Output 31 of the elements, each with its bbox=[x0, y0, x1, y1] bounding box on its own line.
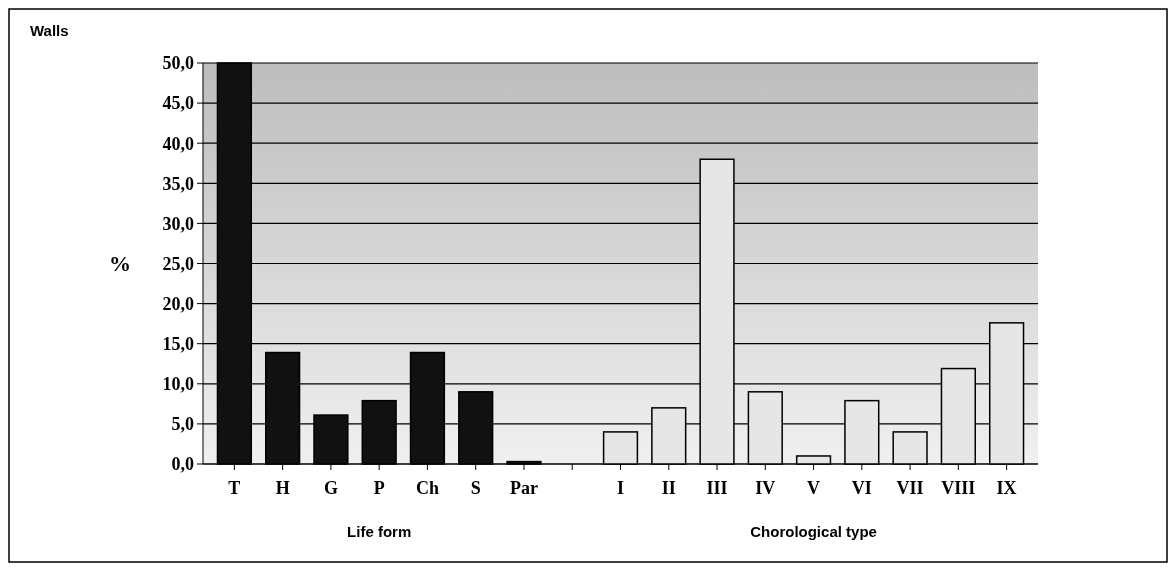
x-tick-label: H bbox=[275, 478, 290, 498]
y-tick-label: 50,0 bbox=[162, 53, 194, 74]
x-tick-label: T bbox=[228, 478, 241, 498]
x-tick-label: IX bbox=[996, 478, 1017, 498]
x-tick-label: IV bbox=[755, 478, 776, 498]
text: Life form bbox=[347, 523, 412, 540]
y-tick-label: 15,0 bbox=[162, 334, 194, 354]
text: Walls bbox=[30, 22, 69, 39]
y-tick-label: 25,0 bbox=[162, 253, 194, 274]
y-tick-label: 20,0 bbox=[162, 293, 194, 314]
x-tick-label: I bbox=[616, 478, 625, 498]
x-tick-label: VI bbox=[851, 478, 872, 498]
x-tick-label: Ch bbox=[415, 478, 439, 498]
x-tick-label: V bbox=[807, 478, 821, 498]
x-tick-label: III bbox=[706, 478, 728, 498]
y-axis-title: % bbox=[109, 251, 131, 277]
x-tick-label: S bbox=[470, 478, 481, 498]
x-tick-label: VIII bbox=[941, 478, 976, 498]
x-tick-label: Par bbox=[509, 478, 538, 498]
x-tick-label: VII bbox=[896, 478, 924, 498]
y-tick-label: 5,0 bbox=[171, 414, 194, 435]
y-tick-label: 0,0 bbox=[171, 454, 194, 475]
y-tick-label: 10,0 bbox=[162, 374, 194, 395]
x-tick-label: P bbox=[373, 478, 385, 498]
x-tick-label: II bbox=[661, 478, 676, 498]
y-tick-label: 35,0 bbox=[162, 173, 194, 194]
text: Chorological type bbox=[750, 523, 877, 540]
y-tick-label: 45,0 bbox=[162, 93, 194, 114]
y-tick-label: 40,0 bbox=[162, 133, 194, 154]
y-tick-label: 30,0 bbox=[162, 213, 194, 234]
x-tick-label: G bbox=[323, 478, 338, 498]
